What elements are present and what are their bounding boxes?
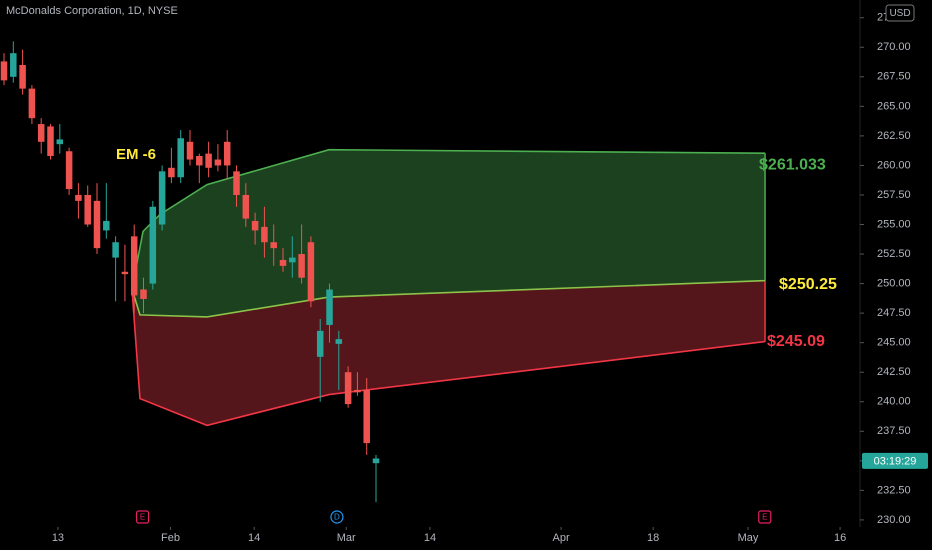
- event-label: E: [762, 513, 767, 522]
- candle-body: [75, 194, 82, 201]
- candle-body: [372, 458, 380, 464]
- candle-body: [261, 226, 268, 243]
- currency: USD: [889, 8, 910, 19]
- candle-body: [214, 159, 222, 166]
- y-tick-label: 245.00: [877, 337, 911, 349]
- candle-body: [19, 64, 26, 89]
- band-value-label: $250.25: [779, 276, 837, 293]
- x-tick-label: Apr: [553, 532, 570, 544]
- candle-body: [130, 236, 138, 296]
- candle-body: [177, 138, 184, 178]
- y-tick-label: 237.50: [877, 425, 911, 437]
- y-tick-label: 265.00: [877, 100, 911, 112]
- band-line: [131, 148, 766, 290]
- x-tick-label: 16: [834, 532, 846, 544]
- y-tick-label: 230.00: [877, 514, 911, 526]
- candle-body: [168, 167, 175, 178]
- candle-body: [251, 220, 259, 231]
- y-tick-label: 252.50: [877, 248, 911, 260]
- candle-body: [28, 88, 36, 119]
- plot-area: [0, 41, 766, 503]
- x-tick-label: Mar: [337, 532, 356, 544]
- candle-body: [149, 206, 157, 284]
- candle-body: [223, 141, 231, 166]
- event-marker: [330, 510, 344, 524]
- candle-body: [298, 254, 305, 278]
- x-tick-label: 18: [647, 532, 659, 544]
- candle-body: [307, 242, 315, 302]
- y-tick-label: 257.50: [877, 189, 911, 201]
- x-tick-label: 14: [424, 532, 436, 544]
- band-value-label: $245.09: [767, 333, 825, 350]
- candle-body: [56, 139, 64, 145]
- band-line: [131, 288, 766, 427]
- x-tick-label: 13: [52, 532, 64, 544]
- candle-body: [65, 151, 73, 190]
- candle-body: [158, 171, 166, 225]
- x-tick-label: 14: [248, 532, 260, 544]
- candle-body: [112, 242, 119, 258]
- upper-band-fill: [131, 149, 766, 317]
- candle-body: [316, 330, 324, 357]
- event-label: E: [140, 513, 145, 522]
- candle-body: [354, 389, 361, 393]
- candle-body: [0, 61, 8, 81]
- candle-body: [279, 259, 287, 266]
- candle-body: [47, 126, 54, 156]
- candle-body: [270, 242, 277, 249]
- event-marker: [135, 510, 150, 524]
- y-tick-label: 262.50: [877, 130, 911, 142]
- candle-body: [121, 271, 129, 275]
- candle-body: [233, 171, 240, 195]
- candle-body: [335, 339, 343, 344]
- y-tick-label: 267.50: [877, 71, 911, 83]
- y-tick-label: 232.50: [877, 484, 911, 496]
- price-marker: [862, 452, 928, 469]
- candle-body: [140, 289, 147, 299]
- lower-band-fill: [131, 280, 766, 426]
- y-tick-label: 247.50: [877, 307, 911, 319]
- candle-body: [103, 220, 110, 231]
- candle-body: [289, 257, 296, 263]
- y-tick-label: 260.00: [877, 159, 911, 171]
- event-marker: [758, 510, 772, 524]
- currency-badge: [885, 4, 915, 22]
- candle-body: [326, 289, 333, 325]
- y-tick-label: 250.00: [877, 277, 911, 289]
- candle-body: [242, 194, 250, 219]
- candle-body: [196, 155, 203, 166]
- annotation: EM -6: [116, 146, 156, 163]
- y-tick-label: 240.00: [877, 396, 911, 408]
- band-line: [131, 279, 766, 318]
- candle-body: [84, 194, 91, 225]
- y-tick-label: 242.50: [877, 366, 911, 378]
- y-tick-label: 255.00: [877, 218, 911, 230]
- event-label: D: [334, 513, 340, 522]
- band-value-label: $261.033: [759, 156, 826, 173]
- candle-body: [186, 141, 194, 160]
- y-tick-label: 270.00: [877, 41, 911, 53]
- candle-body: [344, 372, 352, 405]
- x-tick-label: Feb: [161, 532, 180, 544]
- candle-body: [37, 124, 45, 142]
- candle-body: [93, 200, 101, 249]
- countdown: 03:19:29: [874, 456, 917, 468]
- x-tick-label: May: [738, 532, 759, 544]
- candle-body: [10, 53, 17, 77]
- chart-title: McDonalds Corporation, 1D, NYSE: [6, 5, 178, 17]
- candle-body: [363, 389, 370, 444]
- candle-body: [205, 153, 212, 168]
